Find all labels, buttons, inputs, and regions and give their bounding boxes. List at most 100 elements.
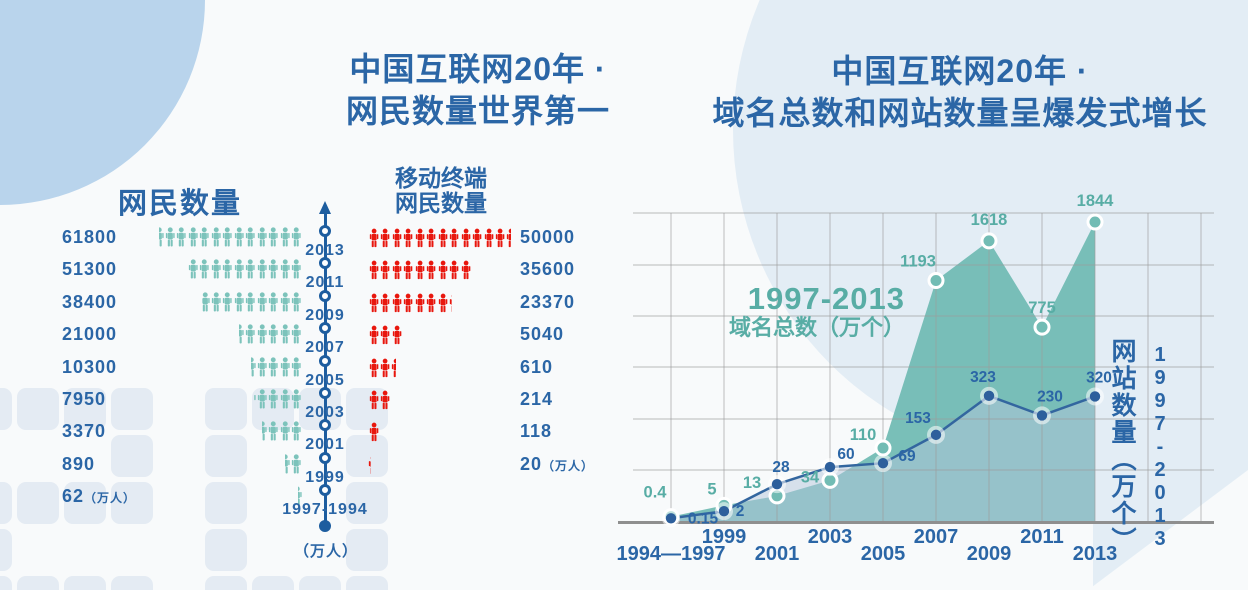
person-icon <box>257 324 267 344</box>
person-icon <box>438 293 447 312</box>
timeline-year-label: 2003 <box>305 404 345 421</box>
website-point-label: 69 <box>898 448 916 465</box>
person-icon <box>188 227 198 247</box>
person-icon <box>369 423 378 442</box>
domain-point-label: 775 <box>1028 299 1056 317</box>
timeline-node <box>319 419 331 432</box>
netizen-icon-row <box>137 418 302 444</box>
person-icon <box>257 259 267 279</box>
mobile-value: 610 <box>520 356 554 377</box>
netizen-value: 7950 <box>62 389 107 409</box>
domain-series-name: 域名总数（万个） <box>728 314 905 340</box>
website-point-label: 28 <box>772 459 790 476</box>
x-axis-label: 2003 <box>808 526 853 548</box>
watermark-tile <box>0 576 12 590</box>
domain-point-label: 13 <box>743 474 761 492</box>
watermark-tile <box>252 576 294 590</box>
watermark-tile <box>346 388 388 430</box>
partial-person-icon <box>298 483 302 509</box>
person-icon <box>449 294 452 312</box>
person-icon <box>268 389 278 409</box>
person-icon <box>245 292 255 312</box>
person-icon <box>280 421 290 441</box>
person-icon <box>415 293 424 312</box>
mobile-value: 20（万人） <box>520 453 595 474</box>
person-icon <box>280 292 290 312</box>
timeline-year-label: 2001 <box>305 436 345 454</box>
partial-person-icon <box>506 227 511 249</box>
domain-series-period: 1997-2013 <box>747 281 905 316</box>
person-icon <box>245 324 255 344</box>
partial-person-icon <box>261 418 268 444</box>
mobile-value: 214 <box>520 389 554 409</box>
domain-point-label: 0.4 <box>644 484 668 502</box>
right-title-line2: 域名总数和网站数量呈爆发式增长 <box>712 95 1208 132</box>
right-chart-title: 中国互联网20年 · 域名总数和网站数量呈爆发式增长 <box>660 50 1248 134</box>
x-axis-label: 2007 <box>914 526 959 548</box>
netizen-count-header: 网民数量 <box>118 188 243 220</box>
website-series-period: 1997-2013 <box>1149 344 1171 551</box>
mobile-icon-row <box>368 357 518 379</box>
partial-person-icon <box>368 454 372 476</box>
person-icon <box>381 293 390 312</box>
timeline-year-label: 2009 <box>305 306 345 324</box>
person-icon <box>211 292 221 312</box>
person-icon <box>291 421 301 441</box>
netizen-icon-row <box>137 256 302 282</box>
person-icon <box>165 227 175 247</box>
partial-person-icon <box>202 289 210 315</box>
mobile-value: 5040 <box>520 324 565 345</box>
person-icon <box>392 261 401 280</box>
x-axis-label: 1999 <box>702 526 747 548</box>
netizen-value: 3370 <box>62 421 107 442</box>
domain-point-label: 1193 <box>900 253 936 271</box>
watermark-tile <box>299 576 341 590</box>
person-icon <box>176 227 186 247</box>
watermark-tile <box>0 388 12 430</box>
left-title-line1: 中国互联网20年 · <box>349 51 607 87</box>
mobile-header-line2: 网民数量 <box>395 189 487 216</box>
timeline-year-label: 1997-1994 <box>282 501 368 518</box>
person-icon <box>211 259 221 279</box>
timeline-arrow-icon <box>319 201 331 214</box>
timeline-year-label: 2013 <box>305 242 345 259</box>
netizen-value: 61800 <box>62 227 118 247</box>
person-icon <box>234 227 244 247</box>
person-icon <box>438 261 447 280</box>
mobile-icon-row <box>368 454 518 476</box>
timeline-node <box>319 484 331 497</box>
netizen-icon-row <box>137 224 302 250</box>
website-point <box>877 457 889 469</box>
watermark-tile <box>111 576 153 590</box>
person-icon <box>369 228 378 248</box>
timeline-node <box>319 387 331 399</box>
x-axis-label: 2001 <box>755 543 800 565</box>
person-icon <box>291 259 301 279</box>
person-icon <box>404 228 413 248</box>
mobile-netizen-header: 移动终端 网民数量 <box>366 166 516 216</box>
row-unit: （万人） <box>84 491 137 506</box>
person-icon <box>257 389 267 409</box>
person-icon <box>484 228 493 248</box>
person-icon <box>257 356 267 377</box>
x-axis-label: 2005 <box>861 543 906 565</box>
mobile-value: 35600 <box>520 259 576 280</box>
timeline-line <box>323 210 327 528</box>
person-icon <box>234 259 244 279</box>
person-icon <box>291 292 301 312</box>
chart-grid <box>633 212 1214 521</box>
x-axis-label: 2013 <box>1073 543 1118 565</box>
person-icon <box>159 227 164 247</box>
netizen-value: 51300 <box>62 259 118 280</box>
person-icon <box>496 228 505 248</box>
partial-person-icon <box>449 292 452 314</box>
left-chart-title: 中国互联网20年 · 网民数量世界第一 <box>258 48 698 132</box>
person-icon <box>245 259 255 279</box>
watermark-tile <box>205 482 247 524</box>
partial-person-icon <box>251 354 256 380</box>
person-icon <box>211 227 221 247</box>
timeline-node <box>319 451 331 464</box>
watermark-tile <box>0 482 12 524</box>
